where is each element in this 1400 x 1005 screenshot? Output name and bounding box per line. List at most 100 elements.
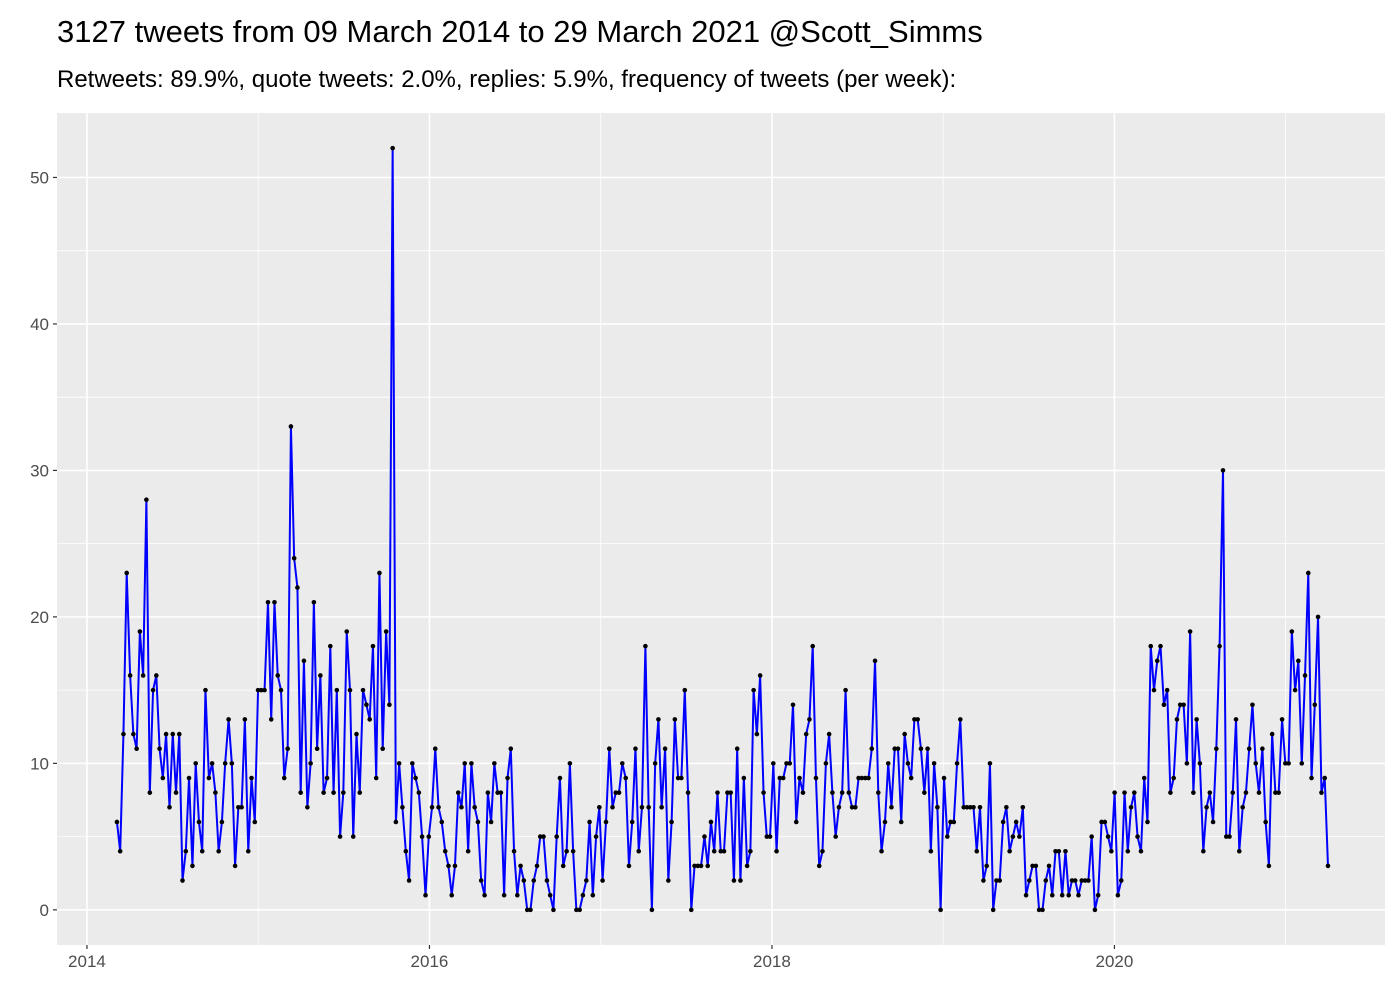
point <box>787 761 793 766</box>
point <box>784 761 789 766</box>
point <box>278 687 284 693</box>
point <box>705 863 711 869</box>
point <box>160 775 166 781</box>
point <box>229 761 235 766</box>
point <box>977 805 983 810</box>
point <box>515 892 520 898</box>
point <box>1053 848 1058 854</box>
point <box>613 790 619 795</box>
point <box>748 848 753 854</box>
point <box>646 805 651 810</box>
point <box>183 848 189 854</box>
point <box>610 805 615 810</box>
point <box>387 702 392 708</box>
point <box>226 717 231 722</box>
point <box>1263 819 1268 825</box>
point <box>574 907 579 913</box>
point <box>931 761 937 766</box>
point <box>728 790 733 795</box>
point <box>505 775 510 781</box>
point <box>301 658 307 664</box>
point <box>370 643 376 649</box>
point <box>967 805 973 810</box>
point <box>1138 848 1144 854</box>
point <box>912 717 917 722</box>
point <box>121 731 126 737</box>
point <box>603 819 609 825</box>
point <box>475 819 481 825</box>
point <box>718 848 724 854</box>
point <box>1292 687 1298 693</box>
point <box>1017 834 1022 839</box>
point <box>1296 658 1301 664</box>
point <box>938 907 943 913</box>
point <box>547 892 553 898</box>
point <box>935 805 940 810</box>
point <box>744 863 750 869</box>
point <box>1010 834 1016 839</box>
point <box>1194 717 1199 722</box>
point <box>1236 848 1242 854</box>
point <box>1273 790 1278 795</box>
point <box>780 775 786 781</box>
point <box>626 863 632 869</box>
point <box>951 819 957 825</box>
point <box>498 790 504 795</box>
point <box>544 878 550 883</box>
point <box>623 775 629 781</box>
point <box>449 892 455 898</box>
point <box>551 907 556 913</box>
point <box>862 775 868 781</box>
point <box>495 790 500 795</box>
point <box>1141 775 1147 781</box>
point <box>1315 614 1321 620</box>
point <box>518 863 523 869</box>
point <box>288 424 294 429</box>
point <box>534 863 540 869</box>
point <box>1187 629 1193 634</box>
point <box>810 643 816 649</box>
point <box>321 790 326 795</box>
point <box>249 775 254 781</box>
point <box>308 761 313 766</box>
point <box>462 761 468 766</box>
point <box>560 863 566 869</box>
point <box>1312 702 1318 708</box>
point <box>761 790 766 795</box>
point <box>633 746 638 752</box>
point <box>974 848 980 854</box>
point <box>918 746 924 752</box>
point <box>127 673 133 678</box>
point <box>994 878 999 883</box>
point <box>682 687 688 693</box>
point <box>859 775 865 781</box>
point <box>1168 790 1173 795</box>
point <box>1253 761 1259 766</box>
point <box>587 819 592 825</box>
point <box>508 746 514 752</box>
point <box>1269 731 1275 737</box>
point <box>971 805 976 810</box>
point <box>652 761 658 766</box>
point <box>1036 907 1042 913</box>
point <box>777 775 783 781</box>
point <box>557 775 563 781</box>
point <box>1161 702 1167 708</box>
point <box>1174 717 1180 722</box>
point <box>219 819 225 825</box>
point <box>114 819 120 825</box>
point <box>1283 761 1288 766</box>
point <box>472 805 477 810</box>
point <box>1286 761 1291 766</box>
point <box>196 819 202 825</box>
point <box>1072 878 1078 883</box>
point <box>1033 863 1039 869</box>
point <box>239 805 244 810</box>
point <box>426 834 432 839</box>
y-tick-label: 20 <box>30 608 49 627</box>
point <box>902 731 907 737</box>
point <box>826 731 832 737</box>
point <box>948 819 953 825</box>
point <box>1020 805 1026 810</box>
point <box>537 834 543 839</box>
